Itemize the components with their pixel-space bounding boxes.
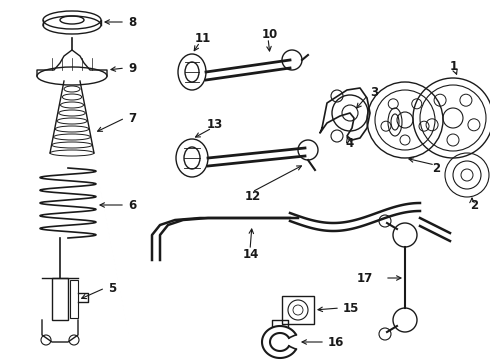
- Text: 11: 11: [195, 32, 211, 45]
- Text: 15: 15: [343, 302, 359, 315]
- Text: 9: 9: [128, 62, 136, 75]
- Text: 7: 7: [128, 112, 136, 125]
- Text: 8: 8: [128, 15, 136, 28]
- Text: 12: 12: [245, 189, 261, 202]
- Text: 6: 6: [128, 198, 136, 212]
- Text: 1: 1: [450, 59, 458, 72]
- Text: 5: 5: [108, 282, 116, 294]
- Text: 4: 4: [345, 136, 353, 149]
- Text: 13: 13: [207, 117, 223, 131]
- Text: 2: 2: [432, 162, 440, 175]
- Text: 10: 10: [262, 27, 278, 41]
- Text: 2: 2: [470, 198, 478, 212]
- Text: 16: 16: [328, 336, 344, 348]
- Text: 3: 3: [370, 86, 378, 99]
- Text: 14: 14: [243, 248, 259, 261]
- Text: 17: 17: [357, 271, 373, 284]
